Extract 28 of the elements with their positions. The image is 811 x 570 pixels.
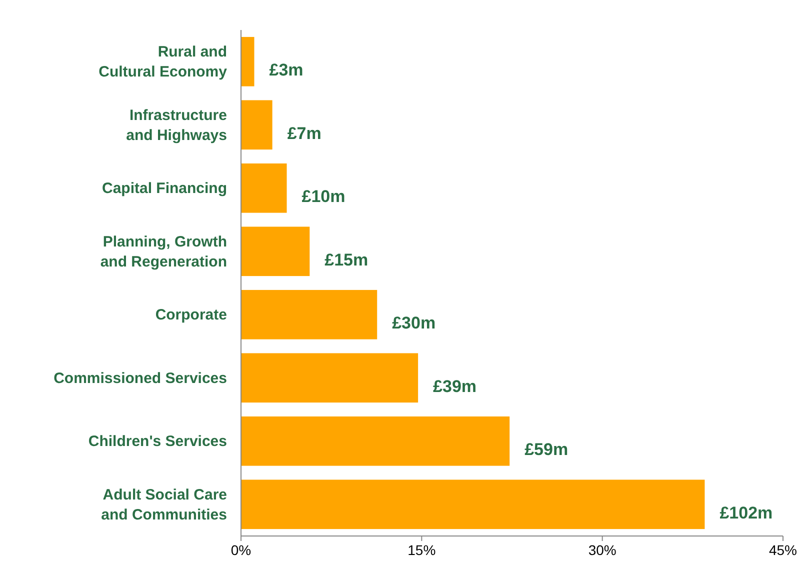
bar (241, 36, 254, 86)
y-tick-label: Corporate (155, 306, 227, 324)
y-tick-label: Rural and Cultural Economy (98, 44, 228, 81)
annotation: £15m (324, 250, 368, 270)
x-tick-label: 15% (408, 542, 436, 558)
y-tick-label: Planning, Growth and Regeneration (100, 233, 227, 270)
bar (241, 416, 510, 466)
y-tick-label: Capital Financing (102, 180, 227, 198)
bar (241, 290, 378, 340)
bar (241, 480, 705, 530)
bar (241, 163, 287, 213)
annotation: £3m (269, 60, 304, 80)
annotation: £39m (433, 376, 477, 396)
annotation: £30m (392, 314, 436, 333)
bar (241, 226, 310, 276)
annotation: £7m (287, 124, 322, 143)
x-tick-label: 0% (230, 542, 252, 558)
y-tick-label: Infrastructure and Highways (126, 106, 227, 144)
annotation: £10m (302, 187, 346, 206)
y-tick-label: Commissioned Services (54, 370, 227, 387)
bar (241, 353, 418, 403)
annotation: £102m (720, 503, 773, 522)
y-tick-label: Adult Social Care and Communities (101, 486, 227, 524)
x-tick-label: 45% (768, 542, 798, 558)
x-tick-label: 30% (588, 542, 616, 558)
y-tick-label: Children's Services (88, 433, 227, 450)
annotation: £59m (524, 440, 568, 460)
bar (241, 100, 272, 150)
